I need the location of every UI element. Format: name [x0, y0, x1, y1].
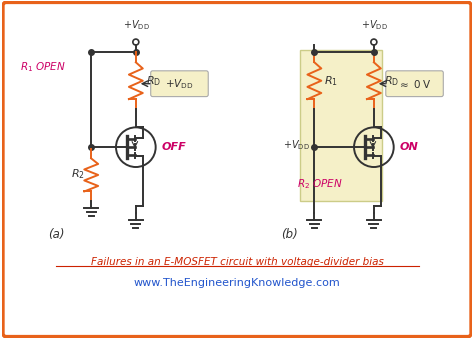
Text: $R_1$ OPEN: $R_1$ OPEN [20, 60, 66, 74]
Text: $\approx$ 0 V: $\approx$ 0 V [397, 78, 432, 90]
Text: $R_1$: $R_1$ [324, 74, 338, 88]
FancyBboxPatch shape [386, 71, 443, 97]
Text: $+V_{\rm DD}$: $+V_{\rm DD}$ [123, 18, 150, 32]
Text: $R_{\rm D}$: $R_{\rm D}$ [384, 74, 399, 88]
Text: $+V_{\rm DD}$: $+V_{\rm DD}$ [165, 77, 194, 91]
FancyBboxPatch shape [151, 71, 208, 97]
Text: $R_{\rm D}$: $R_{\rm D}$ [146, 74, 161, 88]
Text: (b): (b) [281, 228, 298, 241]
Text: ON: ON [400, 142, 419, 152]
Bar [301, 50, 382, 201]
Text: Failures in an E-MOSFET circuit with voltage-divider bias: Failures in an E-MOSFET circuit with vol… [91, 257, 383, 267]
Text: $R_2$: $R_2$ [72, 167, 85, 181]
Text: $R_2$ OPEN: $R_2$ OPEN [297, 177, 342, 191]
Text: (a): (a) [48, 228, 65, 241]
Text: www.TheEngineeringKnowledge.com: www.TheEngineeringKnowledge.com [134, 278, 340, 288]
Text: $+V_{\rm DD}$: $+V_{\rm DD}$ [362, 18, 388, 32]
Text: $+V_{\rm DD}$: $+V_{\rm DD}$ [283, 138, 310, 152]
FancyBboxPatch shape [3, 2, 471, 337]
Text: OFF: OFF [162, 142, 186, 152]
